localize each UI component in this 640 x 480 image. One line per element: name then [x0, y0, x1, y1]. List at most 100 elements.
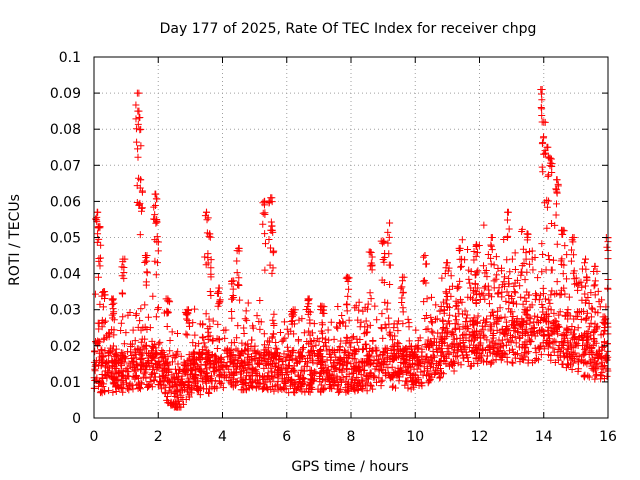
data-point — [289, 306, 297, 314]
data-point — [189, 349, 197, 357]
data-point — [586, 357, 594, 365]
data-point — [257, 318, 265, 326]
data-point — [142, 281, 150, 289]
data-point — [384, 364, 392, 372]
data-point — [540, 345, 548, 353]
data-point — [593, 267, 601, 275]
data-point — [472, 252, 480, 260]
data-point — [94, 230, 102, 238]
data-point — [108, 357, 116, 365]
data-point — [167, 388, 175, 396]
data-point — [574, 324, 582, 332]
data-point — [518, 262, 526, 270]
data-point — [319, 364, 327, 372]
data-point — [119, 371, 127, 379]
data-point — [261, 266, 269, 274]
data-point — [403, 351, 411, 359]
data-point — [192, 378, 200, 386]
data-point — [199, 378, 207, 386]
data-point — [113, 382, 121, 390]
data-point — [366, 289, 374, 297]
data-point — [517, 320, 525, 328]
data-point — [544, 343, 552, 351]
data-point — [517, 293, 525, 301]
data-point — [299, 374, 307, 382]
data-point — [590, 335, 598, 343]
data-point — [183, 306, 191, 314]
data-point — [382, 372, 390, 380]
data-point — [501, 273, 509, 281]
data-point — [349, 369, 357, 377]
data-point — [153, 215, 161, 223]
data-point — [387, 346, 395, 354]
data-point — [125, 360, 133, 368]
data-point — [95, 257, 103, 265]
data-point — [480, 284, 488, 292]
data-point — [133, 89, 141, 97]
data-point — [324, 372, 332, 380]
data-point — [325, 377, 333, 385]
data-point — [148, 347, 156, 355]
data-point — [304, 303, 312, 311]
data-point — [559, 226, 567, 234]
data-point — [292, 354, 300, 362]
data-point — [207, 375, 215, 383]
data-point — [560, 332, 568, 340]
data-point — [587, 289, 595, 297]
data-point — [489, 357, 497, 365]
chart-title: Day 177 of 2025, Rate Of TEC Index for r… — [160, 21, 537, 37]
data-point — [587, 313, 595, 321]
data-point — [413, 377, 421, 385]
data-point — [260, 330, 268, 338]
data-point — [528, 331, 536, 339]
data-point — [462, 331, 470, 339]
data-point — [297, 366, 305, 374]
data-point — [359, 345, 367, 353]
data-point — [401, 346, 409, 354]
data-point — [501, 313, 509, 321]
data-point — [129, 385, 137, 393]
data-point — [332, 353, 340, 361]
data-point — [534, 356, 542, 364]
data-point — [117, 326, 125, 334]
data-point — [487, 254, 495, 262]
data-point — [574, 281, 582, 289]
x-tick-label: 0 — [90, 429, 99, 445]
data-point — [480, 358, 488, 366]
data-point — [577, 315, 585, 323]
data-point — [330, 347, 338, 355]
data-point — [405, 362, 413, 370]
data-point — [339, 319, 347, 327]
data-point — [509, 359, 517, 367]
data-point — [256, 296, 264, 304]
data-point — [446, 285, 454, 293]
data-point — [558, 337, 566, 345]
data-point — [385, 330, 393, 338]
data-point — [380, 238, 388, 246]
data-point — [569, 234, 577, 241]
data-point — [191, 374, 199, 382]
data-point — [568, 246, 576, 254]
data-point — [163, 396, 171, 404]
data-point — [438, 329, 446, 337]
data-point — [239, 367, 247, 375]
data-point — [555, 322, 563, 330]
data-point — [564, 345, 572, 353]
data-point — [319, 309, 327, 317]
data-point — [135, 380, 143, 388]
data-point — [511, 333, 519, 341]
data-point — [191, 331, 199, 339]
data-point — [137, 176, 145, 184]
data-point — [522, 249, 530, 257]
data-point — [316, 353, 324, 361]
data-point — [503, 318, 511, 326]
data-point — [119, 384, 127, 392]
data-point — [159, 377, 167, 385]
data-point — [234, 322, 242, 330]
data-point — [138, 188, 146, 196]
data-point — [301, 388, 309, 396]
data-point — [210, 367, 218, 375]
data-point — [307, 366, 315, 374]
data-point — [272, 351, 280, 359]
data-point — [540, 330, 548, 338]
